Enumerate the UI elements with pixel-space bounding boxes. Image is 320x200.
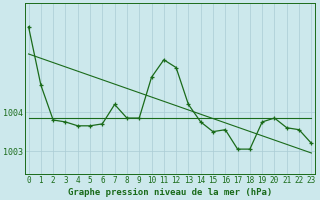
X-axis label: Graphe pression niveau de la mer (hPa): Graphe pression niveau de la mer (hPa) (68, 188, 272, 197)
